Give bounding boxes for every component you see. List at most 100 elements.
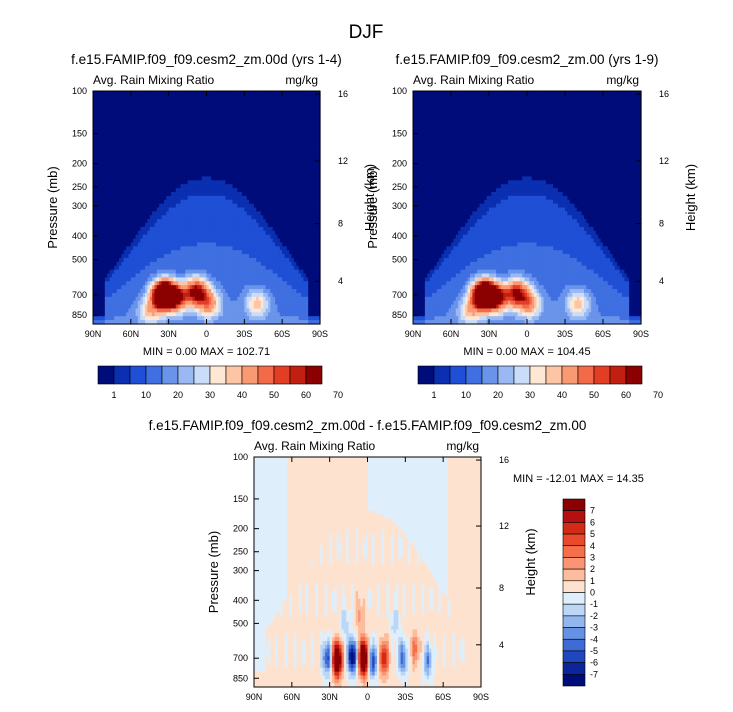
contour-cell: [246, 141, 250, 146]
contour-cell: [137, 94, 141, 100]
contour-cell: [187, 172, 191, 178]
contour-cell: [301, 118, 305, 123]
contour-cell: [223, 164, 227, 170]
contour-cell: [223, 157, 227, 162]
contour-cell: [109, 94, 113, 100]
contour-cell: [204, 98, 208, 104]
contour-cell: [171, 145, 174, 150]
contour-cell: [156, 129, 160, 135]
contour-cell: [227, 141, 231, 146]
contour-cell: [279, 102, 283, 108]
contour-cell: [293, 172, 297, 178]
contour-cell: [246, 114, 250, 119]
contour-cell: [206, 94, 210, 100]
contour-cell: [298, 157, 302, 162]
contour-cell: [109, 129, 113, 135]
contour-cell: [185, 149, 189, 154]
contour-cell: [246, 157, 250, 162]
contour-cell: [100, 98, 104, 104]
contour-cell: [308, 122, 312, 127]
contour-cell: [305, 176, 309, 181]
contour-cell: [194, 188, 198, 193]
contour-cell: [194, 164, 198, 170]
contour-cell: [239, 188, 243, 193]
contour-cell: [107, 180, 111, 185]
contour-cell: [220, 160, 224, 166]
contour-cell: [130, 160, 134, 166]
contour-cell: [244, 188, 248, 193]
contour-cell: [159, 176, 163, 181]
contour-cell: [189, 91, 193, 96]
contour-cell: [289, 106, 293, 112]
contour-cell: [171, 98, 174, 104]
contour-cell: [116, 168, 120, 174]
contour-cell: [126, 157, 130, 162]
contour-cell: [315, 110, 319, 115]
contour-cell: [237, 114, 241, 119]
contour-cell: [116, 114, 120, 119]
contour-cell: [249, 184, 253, 189]
contour-cell: [161, 149, 165, 154]
contour-cell: [142, 114, 146, 119]
contour-cell: [218, 129, 222, 135]
contour-cell: [204, 129, 208, 135]
contour-cell: [246, 98, 250, 104]
contour-cell: [121, 110, 125, 115]
contour-cell: [201, 94, 205, 100]
contour-cell: [244, 137, 248, 143]
contour-cell: [126, 106, 130, 112]
contour-cell: [204, 145, 208, 150]
contour-cell: [199, 160, 203, 166]
contour-cell: [277, 145, 281, 150]
contour-cell: [246, 176, 250, 181]
contour-cell: [308, 149, 312, 154]
contour-cell: [253, 114, 257, 119]
contour-cell: [185, 118, 189, 123]
contour-cell: [182, 168, 186, 174]
contour-cell: [126, 125, 130, 131]
contour-cell: [223, 91, 227, 96]
contour-cell: [312, 157, 316, 162]
contour-cell: [275, 118, 279, 123]
contour-cell: [291, 160, 295, 166]
contour-cell: [123, 91, 127, 96]
contour-cell: [166, 129, 170, 135]
contour-cell: [121, 125, 125, 131]
contour-cell: [305, 172, 309, 178]
contour-cell: [220, 172, 224, 178]
contour-cell: [208, 145, 212, 150]
contour-cell: [211, 118, 215, 123]
contour-cell: [246, 102, 250, 108]
contour-cell: [137, 168, 141, 174]
contour-cell: [303, 106, 307, 112]
contour-cell: [220, 145, 224, 150]
contour-cell: [149, 110, 153, 115]
contour-cell: [234, 110, 238, 115]
contour-cell: [289, 137, 293, 143]
contour-cell: [305, 106, 309, 112]
contour-cell: [93, 114, 96, 119]
contour-cell: [95, 172, 99, 178]
contour-cell: [293, 122, 297, 127]
contour-cell: [246, 168, 250, 174]
contour-cell: [272, 106, 276, 112]
contour-cell: [234, 153, 238, 158]
contour-cell: [275, 133, 279, 139]
contour-cell: [107, 122, 111, 127]
contour-cell: [121, 102, 125, 108]
contour-cell: [192, 137, 196, 143]
contour-cell: [114, 137, 118, 143]
contour-cell: [227, 180, 231, 185]
contour-cell: [149, 91, 153, 96]
contour-cell: [315, 133, 319, 139]
contour-cell: [237, 102, 241, 108]
contour-cell: [211, 168, 215, 174]
contour-cell: [140, 129, 144, 135]
contour-cell: [211, 110, 215, 115]
contour-cell: [130, 98, 134, 104]
contour-cell: [114, 180, 118, 185]
contour-cell: [260, 94, 264, 100]
contour-cell: [315, 129, 319, 135]
contour-cell: [178, 184, 182, 189]
contour-cell: [239, 118, 243, 123]
